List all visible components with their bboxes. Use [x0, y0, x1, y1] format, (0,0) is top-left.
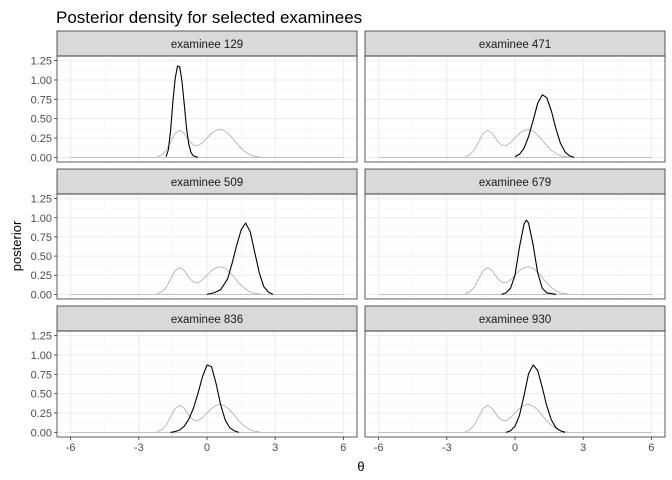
panel-border: [56, 55, 358, 163]
prior-density-line: [464, 129, 570, 158]
posterior-density-line: [514, 94, 575, 158]
facet-strip: [364, 168, 666, 195]
facet-strip-label: examinee 509: [171, 177, 243, 189]
y-tick-label: 0.50: [31, 251, 52, 263]
y-tick-label: 1.25: [31, 56, 52, 68]
y-tick-label: 0.75: [31, 94, 52, 106]
y-tick-label: 0.25: [31, 270, 52, 282]
posterior-density-line: [170, 364, 239, 433]
facet-panel: examinee 930 -6 -3 0 3 6: [364, 305, 666, 454]
y-tick-label: 0.25: [31, 133, 52, 145]
facet-panel: examinee 836 0.00 0.25 0.50 0.75 1.00 1.25 -6 -3…: [31, 305, 358, 454]
y-tick-label: 0.00: [31, 152, 52, 164]
prior-density-line: [464, 266, 570, 295]
y-tick-label: 1.25: [31, 331, 52, 343]
y-tick-label: 1.00: [31, 75, 52, 87]
posterior-density-line: [501, 219, 556, 295]
y-tick-label: 0.75: [31, 369, 52, 381]
posterior-density-line: [206, 222, 274, 295]
facet-strip-label: examinee 471: [479, 39, 551, 51]
chart-title: Posterior density for selected examinees: [56, 8, 362, 27]
x-tick-label: 0: [512, 442, 518, 454]
panel-border: [364, 193, 666, 300]
x-tick-label: 0: [204, 442, 210, 454]
facet-strip-label: examinee 836: [171, 314, 243, 326]
prior-density-line: [464, 404, 570, 433]
prior-density-line: [156, 266, 262, 295]
facet-panel: examinee 679: [364, 168, 666, 300]
y-tick-label: 0.00: [31, 427, 52, 439]
y-tick-label: 0.75: [31, 232, 52, 244]
y-tick-label: 1.25: [31, 194, 52, 206]
y-axis-title: posterior: [9, 220, 24, 271]
y-tick-label: 0.25: [31, 408, 52, 420]
prior-density-line: [156, 129, 262, 158]
facet-strip: [56, 168, 358, 195]
y-tick-label: 1.00: [31, 213, 52, 225]
y-tick-label: 0.50: [31, 114, 52, 126]
facet-strip-label: examinee 129: [171, 39, 243, 51]
facet-panel: examinee 471: [364, 30, 666, 163]
facet-strip-label: examinee 679: [479, 177, 551, 189]
posterior-density-line: [165, 65, 199, 158]
facet-strip: [56, 30, 358, 57]
facet-panels: examinee 1290.000.250.500.751.001.25exam…: [31, 30, 666, 454]
x-tick-label: -3: [134, 442, 144, 454]
prior-density-line: [156, 404, 262, 433]
x-tick-label: 3: [580, 442, 586, 454]
y-tick-label: 0.00: [31, 289, 52, 301]
x-tick-label: 3: [272, 442, 278, 454]
posterior-density-line: [505, 364, 566, 433]
x-tick-label: -6: [374, 442, 384, 454]
facet-panel: examinee 129 0.00 0.25 0.50 0.75 1.00 1.25: [31, 30, 358, 164]
x-tick-label: -3: [442, 442, 452, 454]
panel-border: [56, 193, 358, 300]
panel-border: [364, 55, 666, 163]
x-tick-label: -6: [66, 442, 76, 454]
facet-strip-label: examinee 930: [479, 314, 551, 326]
y-tick-label: 0.50: [31, 389, 52, 401]
x-tick-label: 6: [340, 442, 346, 454]
x-tick-label: 6: [648, 442, 654, 454]
facet-strip: [56, 305, 358, 332]
x-axis-title: θ: [357, 459, 364, 474]
y-tick-label: 1.00: [31, 350, 52, 362]
facet-panel: examinee 509 0.00 0.25 0.50 0.75 1.00 1.25: [31, 168, 358, 301]
